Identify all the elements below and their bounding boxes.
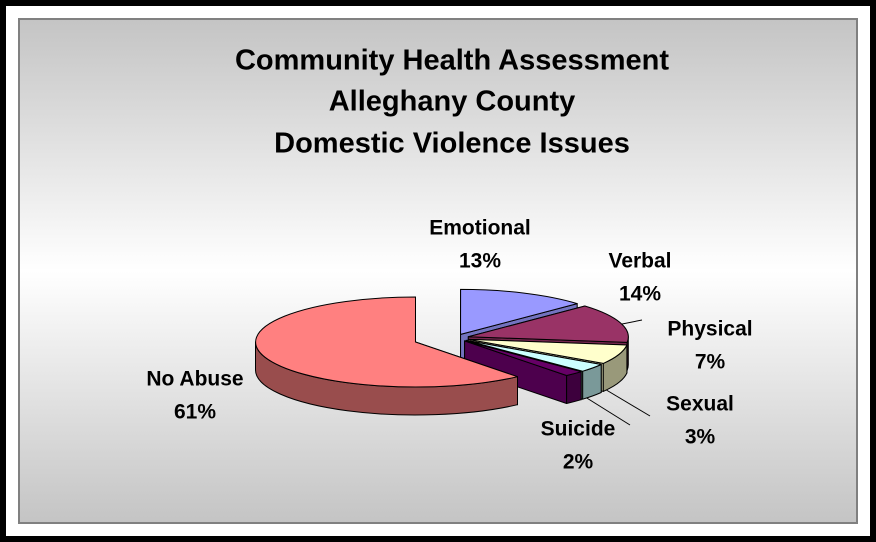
slice [465,339,602,372]
chart-title: Alleghany County [329,86,576,118]
slice [467,338,628,364]
slice [467,305,629,343]
data-label-value: 61% [174,401,216,424]
slice [255,296,518,388]
leader-line [602,387,651,417]
data-label-name: Verbal [608,250,671,273]
data-label-value: 7% [695,351,726,374]
slice [460,288,578,335]
chart-title: Domestic Violence Issues [274,128,630,160]
labels: Emotional 13% Verbal 14% Physical 7% Sexual 3% S… [146,217,752,474]
data-label-name: Sexual [666,393,734,416]
slice-outer-side [566,371,582,404]
data-label-name: Physical [667,318,752,341]
plot-area [18,18,858,524]
slice [464,340,582,376]
data-label-value: 13% [459,250,501,273]
pie [255,288,629,416]
data-label-name: Emotional [429,217,531,240]
chart-title: Community Health Assessment [235,45,669,77]
data-label-name: Suicide [541,418,616,441]
data-label-value: 2% [563,451,594,474]
data-label-name: No Abuse [146,368,243,391]
data-label-value: 3% [685,426,716,449]
data-label-value: 14% [619,283,661,306]
leader-line [581,394,631,426]
